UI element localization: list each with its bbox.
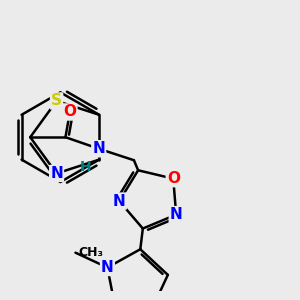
Text: H: H xyxy=(80,160,92,174)
Text: N: N xyxy=(50,166,63,181)
Text: O: O xyxy=(167,171,180,186)
Text: N: N xyxy=(101,260,114,275)
Text: N: N xyxy=(113,194,126,208)
Text: N: N xyxy=(170,207,182,222)
Text: O: O xyxy=(63,104,76,119)
Text: S: S xyxy=(51,93,62,108)
Text: N: N xyxy=(92,141,105,156)
Text: CH₃: CH₃ xyxy=(79,246,104,259)
